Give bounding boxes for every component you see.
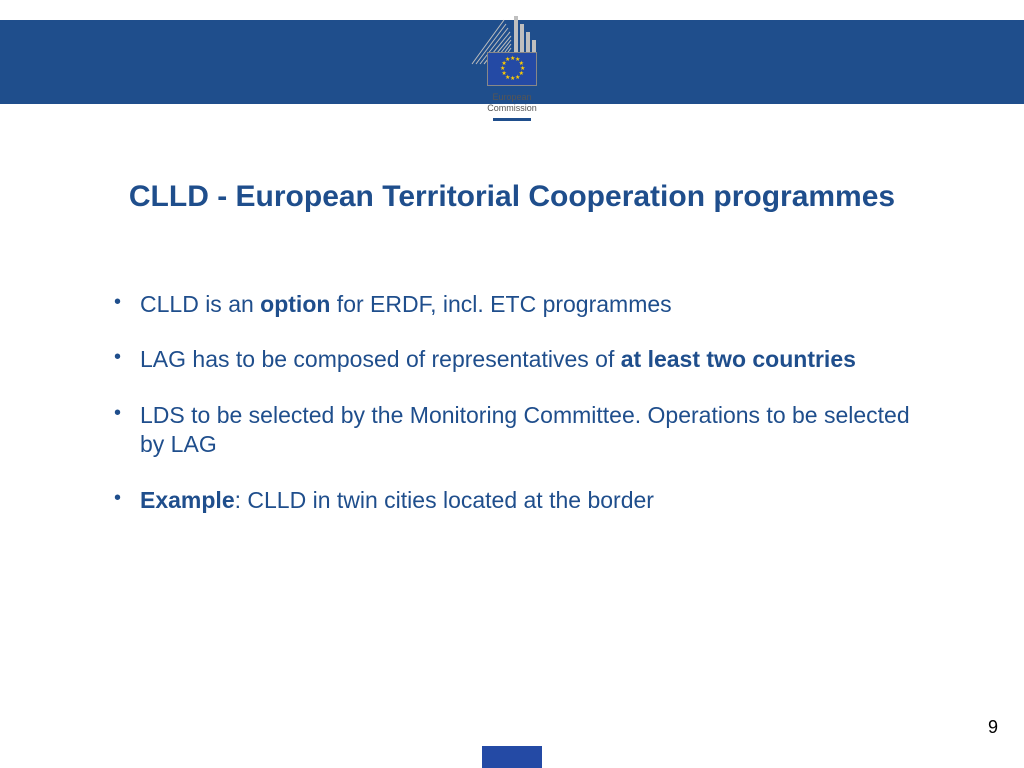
- logo-underline: [493, 118, 531, 121]
- bullet-item: LAG has to be composed of representative…: [110, 345, 920, 374]
- eu-flag-icon: ★★★★★★★★★★★★: [487, 52, 537, 86]
- ec-logo: ★★★★★★★★★★★★ EuropeanCommission: [442, 10, 582, 121]
- slide-body: CLLD is an option for ERDF, incl. ETC pr…: [110, 290, 920, 541]
- page-number: 9: [988, 717, 998, 738]
- bullet-item: CLLD is an option for ERDF, incl. ETC pr…: [110, 290, 920, 319]
- bullet-item: LDS to be selected by the Monitoring Com…: [110, 401, 920, 460]
- bullet-item: Example: CLLD in twin cities located at …: [110, 486, 920, 515]
- slide: ★★★★★★★★★★★★ EuropeanCommission CLLD - E…: [0, 0, 1024, 768]
- logo-label: EuropeanCommission: [442, 92, 582, 114]
- slide-title: CLLD - European Territorial Cooperation …: [0, 178, 1024, 216]
- footer-flag-icon: [482, 746, 542, 768]
